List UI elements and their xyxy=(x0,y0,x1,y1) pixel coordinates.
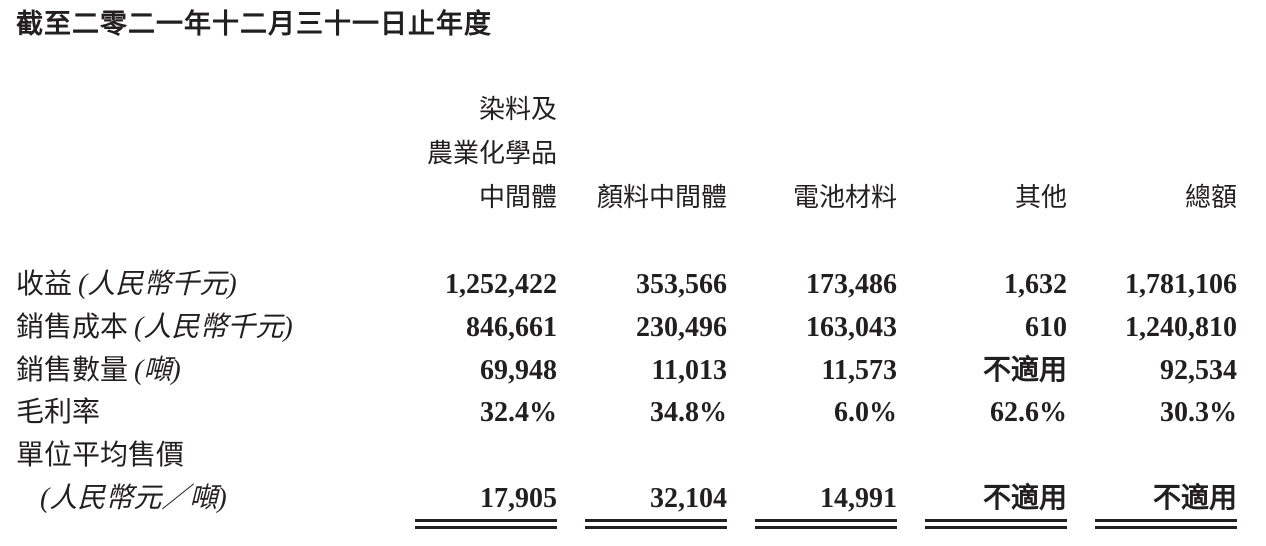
row-unit: (噸) xyxy=(134,355,181,386)
column-header: 其他 xyxy=(1014,183,1067,213)
column-header: 顏料中間體 xyxy=(596,183,727,213)
column-header: 農業化學品 xyxy=(426,139,557,169)
cell: 32,104 xyxy=(650,483,727,514)
cell: 353,566 xyxy=(636,269,727,300)
column-header: 中間體 xyxy=(478,183,557,213)
cell: 32.4% xyxy=(480,397,557,428)
cell: 92,534 xyxy=(1160,355,1237,386)
double-rule xyxy=(415,519,557,522)
cell: 不適用 xyxy=(982,355,1067,386)
double-rule xyxy=(585,519,727,522)
cell: 11,013 xyxy=(651,355,727,386)
cell: 173,486 xyxy=(806,269,897,300)
row-label: 毛利率 xyxy=(16,397,101,428)
cell: 610 xyxy=(1025,312,1067,343)
double-rule xyxy=(415,526,557,529)
row-label: 銷售數量 (噸) xyxy=(16,355,181,386)
column-header: 總額 xyxy=(1184,183,1237,213)
cell: 1,240,810 xyxy=(1125,312,1237,343)
cell: 230,496 xyxy=(636,312,727,343)
column-header: 電池材料 xyxy=(792,183,897,213)
cell: 14,991 xyxy=(820,483,897,514)
row-unit: (人民幣千元) xyxy=(78,269,237,300)
row-label: 銷售成本 (人民幣千元) xyxy=(16,312,293,343)
double-rule xyxy=(755,519,897,522)
cell: 1,252,422 xyxy=(445,269,557,300)
row-label: 單位平均售價 xyxy=(16,440,185,471)
double-rule xyxy=(755,526,897,529)
title: 截至二零二一年十二月三十一日止年度 xyxy=(16,9,492,40)
cell: 62.6% xyxy=(990,397,1067,428)
cell: 34.8% xyxy=(650,397,727,428)
cell: 30.3% xyxy=(1160,397,1237,428)
double-rule xyxy=(925,526,1067,529)
cell: 11,573 xyxy=(821,355,897,386)
row-label: 收益 (人民幣千元) xyxy=(16,269,237,300)
double-rule xyxy=(585,526,727,529)
cell: 不適用 xyxy=(1152,483,1237,514)
cell: 1,632 xyxy=(1004,269,1067,300)
cell: 1,781,106 xyxy=(1125,269,1237,300)
cell: 163,043 xyxy=(806,312,897,343)
row-unit: (人民幣千元) xyxy=(134,312,293,343)
double-rule xyxy=(925,519,1067,522)
cell: 不適用 xyxy=(982,483,1067,514)
cell: 6.0% xyxy=(834,397,897,428)
cell: 69,948 xyxy=(480,355,557,386)
double-rule xyxy=(1095,519,1237,522)
column-header: 染料及 xyxy=(478,95,557,125)
row-unit: (人民幣元／噸) xyxy=(40,483,227,514)
double-rule xyxy=(1095,526,1237,529)
cell: 17,905 xyxy=(480,483,557,514)
cell: 846,661 xyxy=(466,312,557,343)
